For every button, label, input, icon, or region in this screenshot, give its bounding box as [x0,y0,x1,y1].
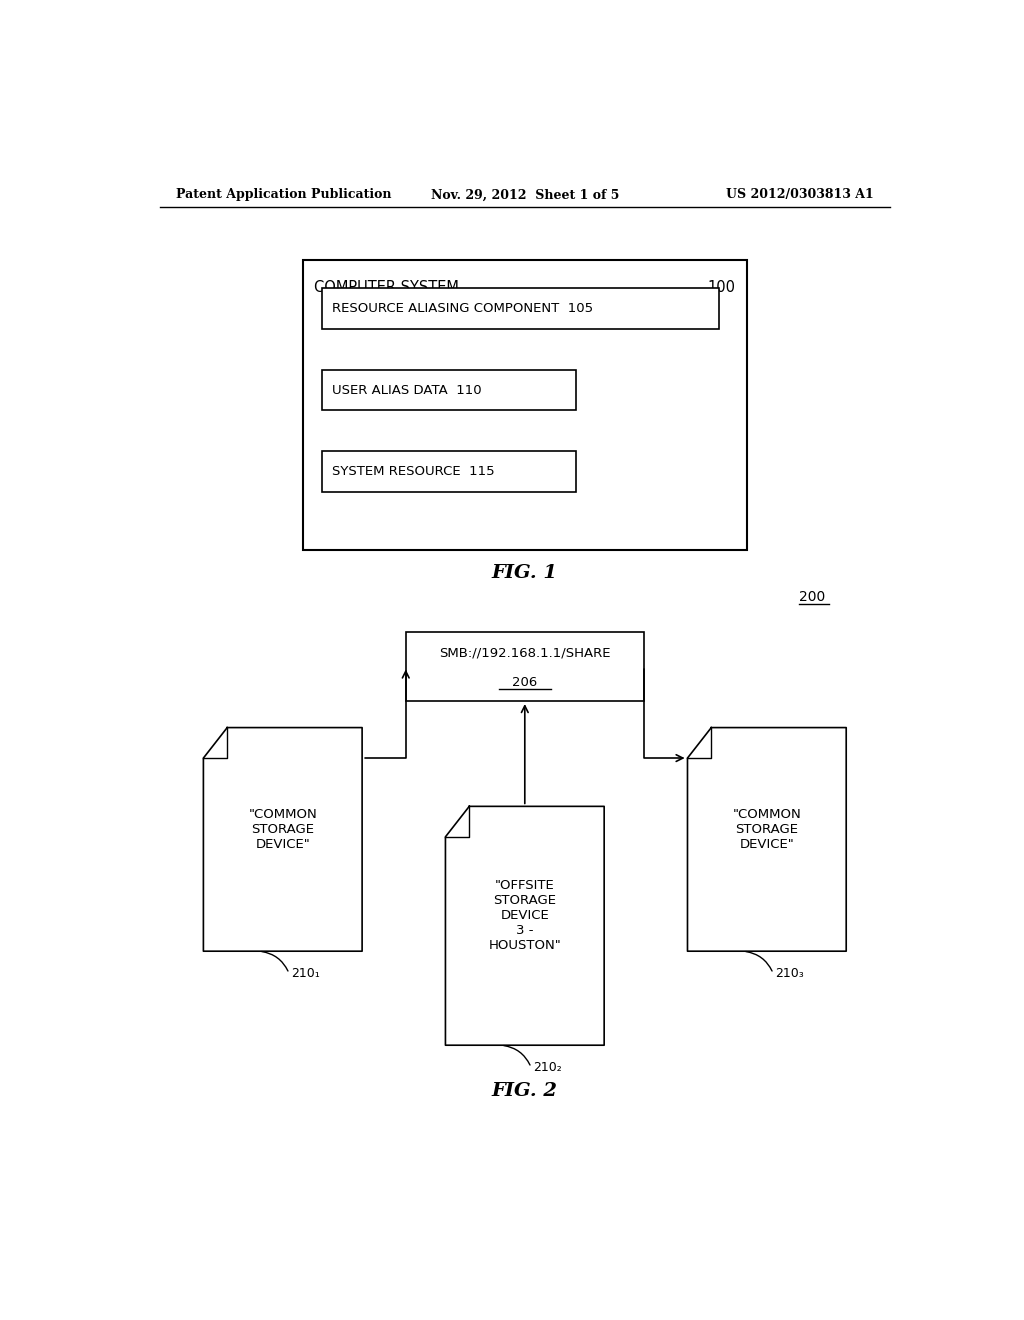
Text: US 2012/0303813 A1: US 2012/0303813 A1 [726,189,873,202]
Text: 100: 100 [708,280,735,296]
Bar [406,632,644,701]
Text: 200: 200 [799,590,825,605]
Bar [323,370,577,411]
Text: RESOURCE ALIASING COMPONENT  105: RESOURCE ALIASING COMPONENT 105 [332,302,593,315]
Text: USER ALIAS DATA  110: USER ALIAS DATA 110 [332,384,481,396]
Text: "OFFSITE
STORAGE
DEVICE
3 -
HOUSTON": "OFFSITE STORAGE DEVICE 3 - HOUSTON" [488,879,561,952]
Polygon shape [687,727,846,952]
Polygon shape [204,727,362,952]
Text: FIG. 2: FIG. 2 [492,1082,558,1101]
Text: SYSTEM RESOURCE  115: SYSTEM RESOURCE 115 [332,465,495,478]
Text: SMB://192.168.1.1/SHARE: SMB://192.168.1.1/SHARE [439,647,610,660]
Bar [323,289,719,329]
Text: COMPUTER SYSTEM: COMPUTER SYSTEM [314,280,460,296]
Text: 210₁: 210₁ [292,968,321,979]
Text: "COMMON
STORAGE
DEVICE": "COMMON STORAGE DEVICE" [732,808,801,850]
Text: "COMMON
STORAGE
DEVICE": "COMMON STORAGE DEVICE" [249,808,317,850]
Polygon shape [445,807,604,1045]
Bar [303,260,748,549]
Text: FIG. 1: FIG. 1 [492,564,558,582]
Text: 210₃: 210₃ [775,968,804,979]
Text: 206: 206 [512,676,538,689]
Text: 210₂: 210₂ [534,1061,562,1074]
Text: Nov. 29, 2012  Sheet 1 of 5: Nov. 29, 2012 Sheet 1 of 5 [431,189,618,202]
Text: Patent Application Publication: Patent Application Publication [176,189,391,202]
Bar [323,451,577,492]
